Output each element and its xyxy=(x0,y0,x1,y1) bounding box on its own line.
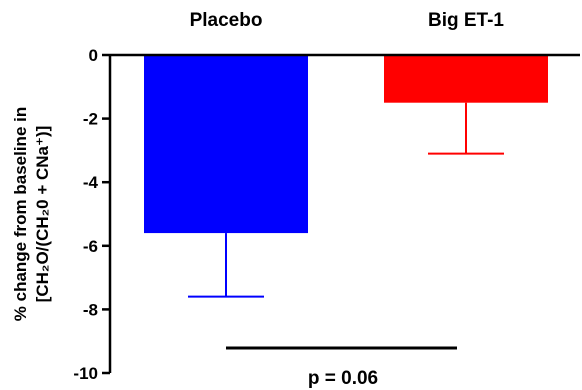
y-tick-label: -8 xyxy=(83,300,98,319)
y-tick-label: -6 xyxy=(83,237,98,256)
bar-placebo xyxy=(144,55,308,234)
y-tick-label: -4 xyxy=(83,173,99,192)
y-axis-label-line2: [CH₂O/(CH₂0 + CNa⁺)] xyxy=(33,126,52,303)
y-tick-label: -10 xyxy=(73,364,98,383)
y-tick-label: -2 xyxy=(83,110,98,129)
category-label: Big ET-1 xyxy=(428,10,504,31)
p-value-annotation: p = 0.06 xyxy=(308,368,378,389)
bar-big-et-1 xyxy=(384,55,548,103)
y-axis-label-line1: % change from baseline in xyxy=(11,107,30,321)
y-tick-label: 0 xyxy=(89,46,98,65)
category-label: Placebo xyxy=(190,10,263,31)
